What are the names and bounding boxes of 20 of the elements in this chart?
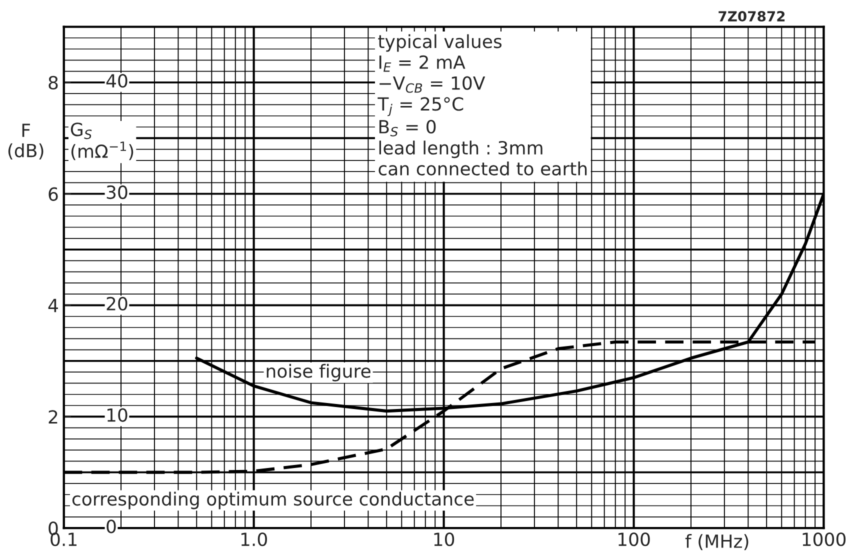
x-tick-label: 10: [434, 532, 454, 546]
y2-tick-label: 10: [107, 408, 128, 422]
x-tick-label: 1.0: [241, 532, 267, 546]
x-tick-label: 100: [618, 532, 650, 546]
series-label: corresponding optimum source conductance: [72, 492, 474, 510]
y-tick-label: 4: [48, 298, 58, 312]
y2-tick-label: 0: [106, 520, 116, 534]
y-tick-label: 6: [48, 187, 58, 201]
text: typical values I$_{E}$ = 2 mA −V$_{CB}$ = 10V T$_{j}$ = 25°C B$_{S}$ = 0 lead length : 3mm can connected to earth: [378, 34, 587, 176]
y2-tick-label: 40: [106, 74, 128, 88]
series-label: noise figure: [266, 364, 370, 382]
y-tick-label: 8: [48, 76, 58, 90]
y2-tick-label: 20: [106, 296, 128, 310]
text: 7Z07872: [718, 11, 785, 22]
x-axis-title: f (MHz): [685, 534, 748, 550]
y2-axis-title: G$_{S}$ (mΩ$^{−1}$): [70, 122, 134, 160]
y2-tick-label: 30: [106, 185, 128, 200]
y-tick-label: 2: [48, 410, 58, 424]
x-tick-label: 1000: [802, 532, 846, 546]
y-axis-title: F (dB): [8, 124, 44, 160]
